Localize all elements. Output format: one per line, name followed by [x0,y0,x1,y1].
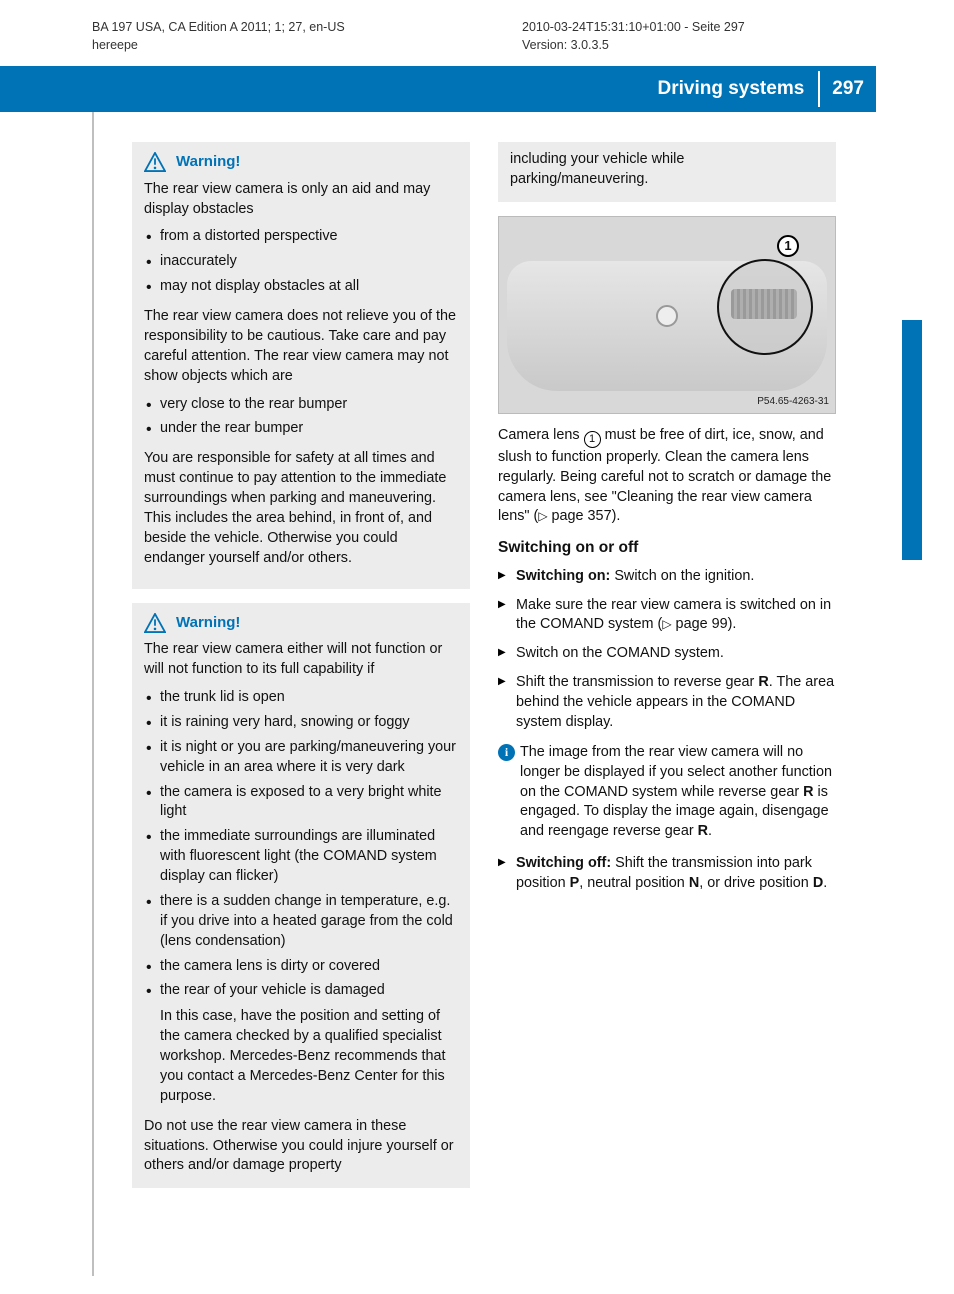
step-item: Switch on the COMAND system. [498,644,836,664]
gear-n: N [689,875,699,891]
list-item-text: the rear of your vehicle is damaged [160,982,385,998]
figure-lens-circle [717,259,813,355]
lens-paragraph: Camera lens 1 must be free of dirt, ice,… [498,426,836,528]
info-icon: i [498,744,515,761]
header-page: 297 [832,78,864,100]
list-item: the trunk lid is open [146,688,458,708]
warn2-bullets: the trunk lid is open it is raining very… [144,688,458,1107]
list-item: it is raining very hard, snowing or fogg… [146,713,458,733]
step-item: Shift the transmission to reverse gear R… [498,673,836,733]
figure-mb-badge [656,305,678,327]
list-item: there is a sudden change in temperature,… [146,892,458,952]
list-item: the rear of your vehicle is damaged In t… [146,981,458,1106]
step-page: page 99). [672,616,737,632]
list-item: may not display obstacles at all [146,277,458,297]
warn1-para-c: You are responsible for safety at all ti… [144,449,458,568]
step-text: Switch on the ignition. [610,568,754,584]
warn2-outro: Do not use the rear view camera in these… [144,1117,458,1177]
step-text: , neutral position [579,875,689,891]
step-text: Shift the transmission to reverse gear [516,674,758,690]
lens-page: page 357). [548,508,621,524]
lens-pre: Camera lens [498,427,584,443]
warn2-intro: The rear view camera either will not fun… [144,640,458,680]
warning-triangle-icon [144,613,166,633]
warn1-para-b: The rear view camera does not relieve yo… [144,307,458,387]
meta-left: BA 197 USA, CA Edition A 2011; 1; 27, en… [92,18,522,54]
gear-r: R [803,784,813,800]
header-title: Driving systems [658,78,805,100]
info-text: The image from the rear view camera will… [520,744,832,800]
right-column: including your vehicle while parking/man… [498,142,836,1188]
callout-ref-icon: 1 [584,431,601,448]
step-text: . [823,875,827,891]
warning-box-2-cont: including your vehicle while parking/man… [498,142,836,202]
figure-callout: 1 [777,235,799,257]
meta-right-line1: 2010-03-24T15:31:10+01:00 - Seite 297 [522,18,862,36]
steps-list: Switching on: Switch on the ignition. Ma… [498,567,836,733]
info-text: . [708,823,712,839]
warn1-intro: The rear view camera is only an aid and … [144,180,458,220]
warn1-bullets-b: very close to the rear bumper under the … [144,395,458,440]
warn2-continuation: including your vehicle while parking/man… [510,150,824,190]
meta-header: BA 197 USA, CA Edition A 2011; 1; 27, en… [0,0,954,62]
page-ref-icon: ▷ [538,509,547,523]
steps-list-off: Switching off: Shift the transmission in… [498,854,836,894]
gear-p: P [570,875,580,891]
meta-left-line1: BA 197 USA, CA Edition A 2011; 1; 27, en… [92,18,522,36]
step-item: Make sure the rear view camera is switch… [498,596,836,636]
warning-title: Warning! [176,613,240,634]
camera-figure: 1 P54.65-4263-31 [498,216,836,414]
info-block: i The image from the rear view camera wi… [498,743,836,842]
list-item: inaccurately [146,252,458,272]
warning-box-1: Warning! The rear view camera is only an… [132,142,470,589]
header-divider [818,71,820,107]
list-item: the camera lens is dirty or covered [146,957,458,977]
warn1-bullets-a: from a distorted perspective inaccuratel… [144,227,458,297]
warning-triangle-icon [144,152,166,172]
warning-box-2: Warning! The rear view camera either wil… [132,603,470,1189]
meta-right-line2: Version: 3.0.3.5 [522,36,862,54]
meta-left-line2: hereepe [92,36,522,54]
gear-r: R [698,823,708,839]
step-bold: Switching on: [516,568,610,584]
step-text: , or drive position [699,875,813,891]
content: Warning! The rear view camera is only an… [132,142,838,1188]
list-item: from a distorted perspective [146,227,458,247]
side-label: Controls in detail [898,350,925,538]
list-item: the camera is exposed to a very bright w… [146,783,458,823]
meta-right: 2010-03-24T15:31:10+01:00 - Seite 297 Ve… [522,18,862,54]
page-ref-icon: ▷ [662,617,671,631]
step-item: Switching on: Switch on the ignition. [498,567,836,587]
step-bold: Switching off: [516,855,611,871]
section-heading: Switching on or off [498,537,836,558]
gear-d: D [813,875,823,891]
list-item: it is night or you are parking/maneuveri… [146,738,458,778]
left-column: Warning! The rear view camera is only an… [132,142,470,1188]
figure-code: P54.65-4263-31 [757,395,829,409]
warning-title: Warning! [176,152,240,173]
gear-r: R [758,674,768,690]
list-item: the immediate surroundings are illuminat… [146,827,458,887]
header-bar: Driving systems 297 [0,66,876,112]
warning-head: Warning! [144,152,458,173]
warn2-subnote: In this case, have the position and sett… [160,1007,458,1106]
step-item: Switching off: Shift the transmission in… [498,854,836,894]
list-item: under the rear bumper [146,419,458,439]
vertical-rule [92,66,94,1276]
list-item: very close to the rear bumper [146,395,458,415]
warning-head: Warning! [144,613,458,634]
